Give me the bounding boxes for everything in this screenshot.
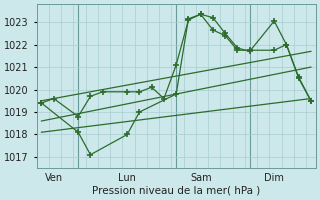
X-axis label: Pression niveau de la mer( hPa ): Pression niveau de la mer( hPa ) xyxy=(92,186,260,196)
